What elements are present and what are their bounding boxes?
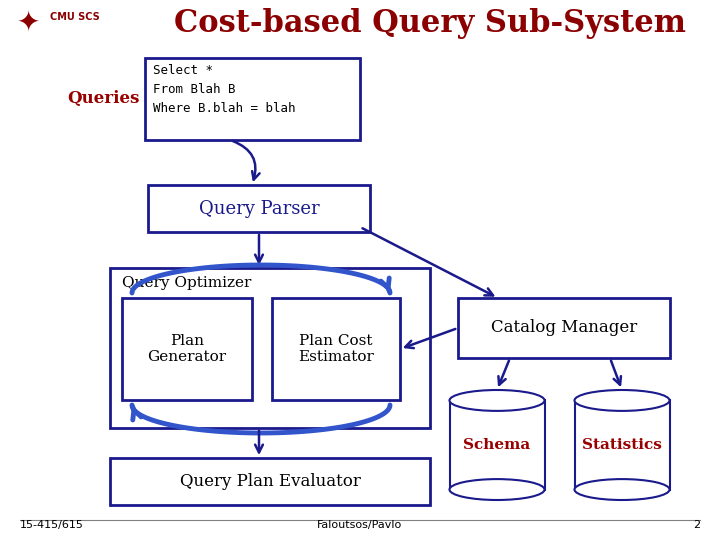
Text: Select *
From Blah B
Where B.blah = blah: Select * From Blah B Where B.blah = blah <box>153 64 295 115</box>
Text: Statistics: Statistics <box>582 438 662 452</box>
Text: Plan Cost
Estimator: Plan Cost Estimator <box>298 334 374 364</box>
Ellipse shape <box>449 390 544 411</box>
Text: Plan
Generator: Plan Generator <box>148 334 227 364</box>
FancyBboxPatch shape <box>272 298 400 400</box>
Text: Query Optimizer: Query Optimizer <box>122 276 251 290</box>
Ellipse shape <box>575 390 670 411</box>
FancyBboxPatch shape <box>575 401 670 490</box>
Ellipse shape <box>575 479 670 500</box>
Text: Cost-based Query Sub-System: Cost-based Query Sub-System <box>174 8 686 39</box>
FancyBboxPatch shape <box>449 401 544 490</box>
Text: CMU SCS: CMU SCS <box>50 12 100 22</box>
FancyBboxPatch shape <box>458 298 670 358</box>
FancyBboxPatch shape <box>148 185 370 232</box>
Text: Query Plan Evaluator: Query Plan Evaluator <box>179 473 361 490</box>
Text: Faloutsos/Pavlo: Faloutsos/Pavlo <box>318 520 402 530</box>
FancyBboxPatch shape <box>110 268 430 428</box>
Text: Catalog Manager: Catalog Manager <box>491 320 637 336</box>
Text: ✦: ✦ <box>17 8 40 36</box>
Text: Schema: Schema <box>464 438 531 452</box>
Ellipse shape <box>449 479 544 500</box>
FancyBboxPatch shape <box>122 298 252 400</box>
Text: 2: 2 <box>693 520 700 530</box>
FancyBboxPatch shape <box>110 458 430 505</box>
Text: 15-415/615: 15-415/615 <box>20 520 84 530</box>
Text: Queries: Queries <box>68 91 140 107</box>
FancyBboxPatch shape <box>145 58 360 140</box>
Text: Query Parser: Query Parser <box>199 199 319 218</box>
